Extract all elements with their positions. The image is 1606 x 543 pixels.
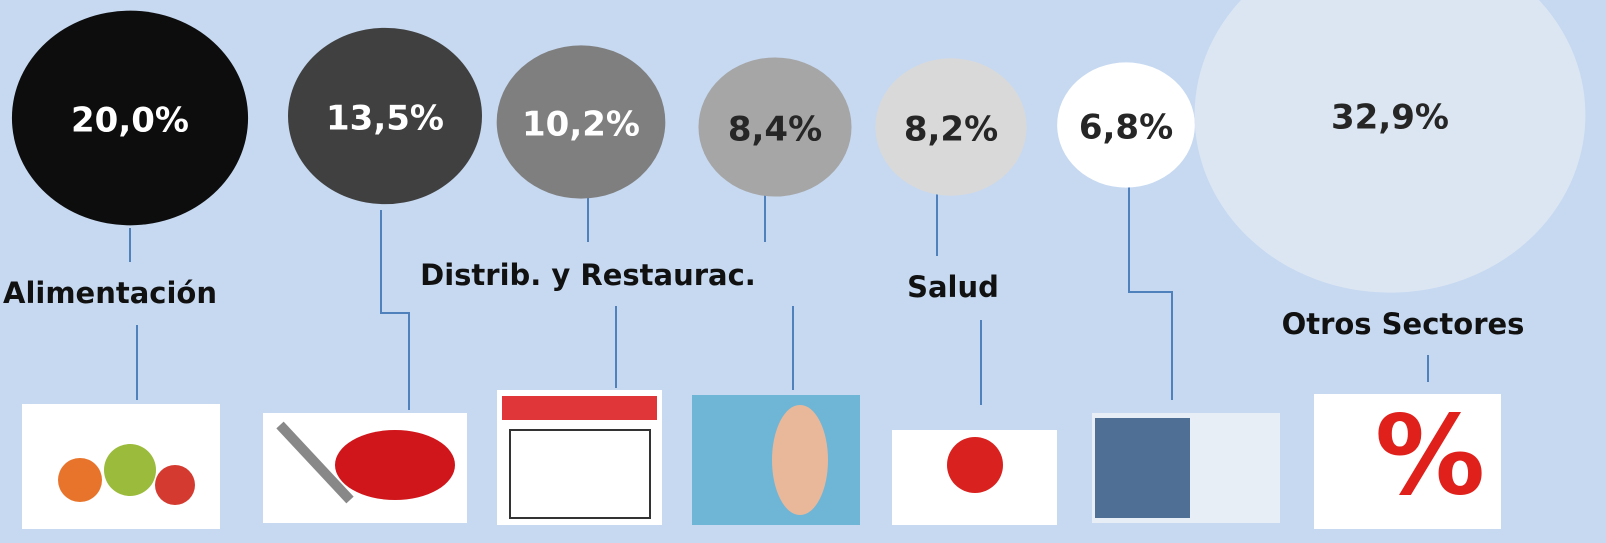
value-label: 20,0% — [71, 101, 189, 141]
category-label: Alimentación — [3, 276, 217, 310]
category-label: Salud — [907, 270, 999, 304]
icon-shape — [58, 458, 102, 502]
value-label: 10,2% — [522, 105, 640, 145]
value-label: 8,2% — [904, 110, 998, 150]
icon-shape — [155, 465, 195, 505]
value-label: 32,9% — [1331, 98, 1449, 138]
value-label: 8,4% — [728, 110, 822, 150]
icon-shape — [1095, 418, 1190, 518]
category-label: Otros Sectores — [1282, 307, 1525, 341]
category-label: Distrib. y Restaurac. — [420, 258, 756, 292]
icon-shape — [502, 396, 657, 420]
value-label: 6,8% — [1079, 108, 1173, 148]
icon-shape — [104, 444, 156, 496]
value-label: 13,5% — [326, 99, 444, 139]
icon-shape: % — [1375, 391, 1485, 519]
icon-shape — [772, 405, 828, 515]
infographic: % 20,0% Alimentación 13,5% 10,2% Distrib. y … — [0, 0, 1606, 543]
icon-shape — [335, 430, 455, 500]
icon-shape — [947, 437, 1003, 493]
